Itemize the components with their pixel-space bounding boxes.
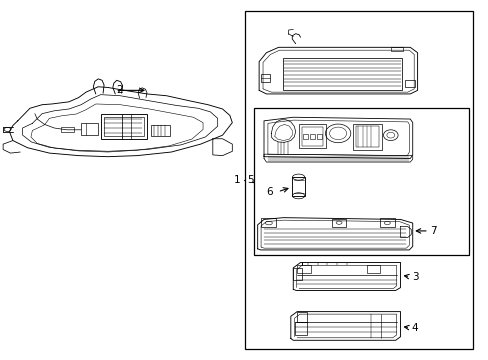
Bar — [101, 114, 147, 139]
Bar — [355, 126, 378, 147]
Bar — [299, 125, 325, 148]
Text: 1: 1 — [233, 175, 240, 185]
Text: 2: 2 — [117, 85, 123, 95]
Bar — [261, 219, 275, 227]
Bar — [61, 127, 74, 132]
Bar — [379, 219, 394, 227]
Bar — [151, 125, 170, 136]
Text: 7: 7 — [429, 226, 436, 236]
Bar — [81, 123, 98, 135]
Bar — [316, 134, 321, 139]
Bar — [253, 108, 468, 255]
Bar — [302, 127, 323, 145]
Bar — [303, 134, 307, 139]
Text: 4: 4 — [411, 323, 418, 333]
Bar — [297, 312, 306, 321]
Text: 3: 3 — [411, 272, 418, 282]
Text: 6: 6 — [265, 187, 272, 197]
Bar — [282, 58, 401, 90]
Bar — [293, 268, 302, 280]
Bar — [310, 134, 315, 139]
Bar — [352, 124, 381, 149]
Bar — [104, 117, 144, 136]
Bar — [261, 74, 269, 82]
Bar — [291, 177, 305, 196]
Text: 5: 5 — [246, 175, 253, 185]
Bar — [295, 322, 307, 335]
Bar — [331, 219, 345, 226]
Bar — [390, 47, 402, 51]
Bar — [405, 80, 414, 87]
Bar — [296, 265, 311, 273]
Bar — [366, 265, 379, 273]
Bar — [245, 12, 472, 348]
